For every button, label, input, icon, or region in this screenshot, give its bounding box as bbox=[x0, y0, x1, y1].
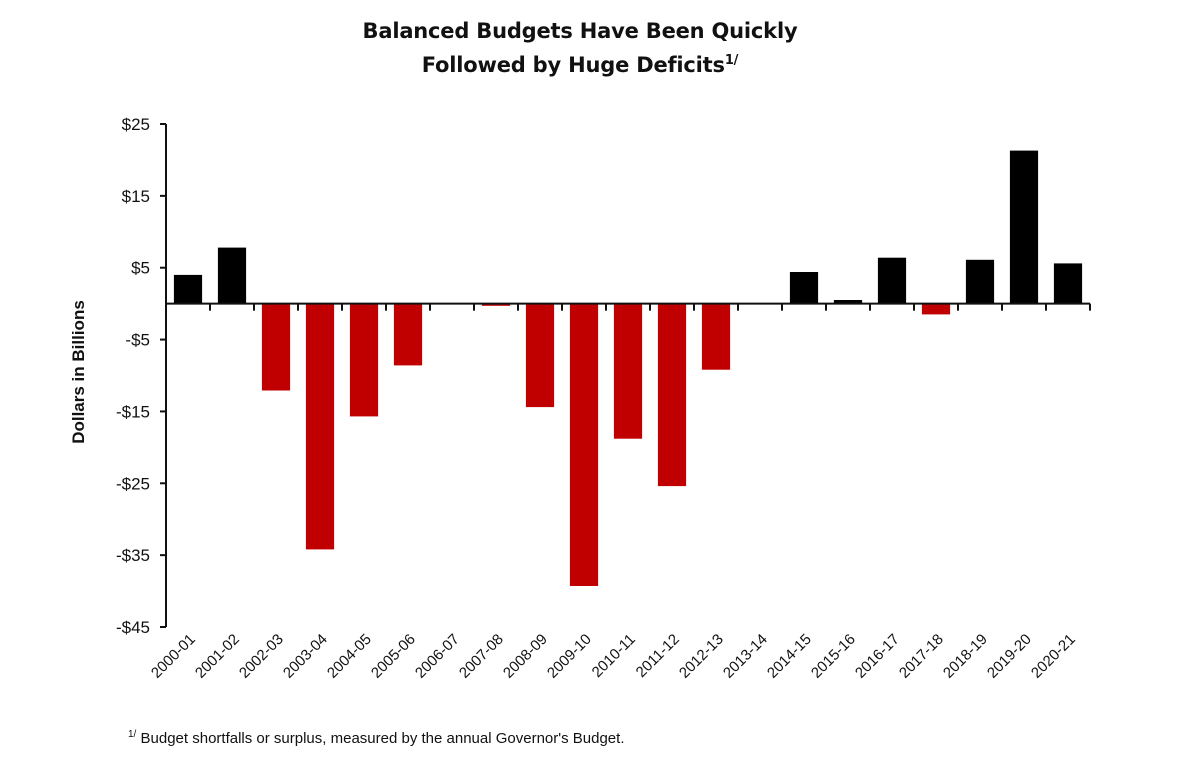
x-tick-label: 2009-10 bbox=[544, 631, 595, 682]
x-tick-label: 2003-04 bbox=[280, 631, 331, 682]
x-tick-label: 2000-01 bbox=[148, 631, 199, 682]
x-tick-label: 2015-16 bbox=[808, 631, 859, 682]
x-tick-label: 2012-13 bbox=[676, 631, 727, 682]
bar-2011-12 bbox=[657, 303, 687, 487]
x-tick-label: 2008-09 bbox=[500, 631, 551, 682]
bar-2016-17 bbox=[877, 257, 907, 304]
x-tick-label: 2014-15 bbox=[764, 631, 815, 682]
x-tick-label: 2001-02 bbox=[192, 631, 243, 682]
footnote-text: Budget shortfalls or surplus, measured b… bbox=[140, 730, 625, 747]
y-tick-label: $15 bbox=[122, 187, 150, 206]
y-tick-label: -$45 bbox=[116, 618, 150, 637]
x-tick-label: 2017-18 bbox=[896, 631, 947, 682]
y-axis-ticks: $25 $15 $5 -$5 -$15 -$25 -$35 -$45 bbox=[116, 115, 166, 637]
x-tick-label: 2005-06 bbox=[368, 631, 419, 682]
chart-title-line-1: Balanced Budgets Have Been Quickly bbox=[362, 19, 798, 43]
x-tick-label: 2004-05 bbox=[324, 631, 375, 682]
bar-2009-10 bbox=[569, 303, 599, 586]
bar-2010-11 bbox=[613, 303, 643, 439]
bar-2015-16 bbox=[833, 300, 863, 304]
y-tick-label: -$25 bbox=[116, 474, 150, 493]
x-tick-label: 2018-19 bbox=[940, 631, 991, 682]
x-tick-label: 2006-07 bbox=[412, 631, 463, 682]
bars-group bbox=[173, 150, 1083, 586]
bar-2004-05 bbox=[349, 303, 379, 417]
bar-2003-04 bbox=[305, 303, 335, 550]
bar-2018-19 bbox=[965, 259, 995, 304]
bar-2014-15 bbox=[789, 272, 819, 304]
y-tick-label: -$15 bbox=[116, 402, 150, 421]
footnote-marker: 1/ bbox=[128, 729, 137, 740]
bar-2020-21 bbox=[1053, 263, 1083, 304]
chart-title-line-2-text: Followed by Huge Deficits bbox=[421, 53, 725, 77]
footnote: 1/ Budget shortfalls or surplus, measure… bbox=[128, 729, 625, 747]
bar-2005-06 bbox=[393, 303, 423, 366]
bar-2019-20 bbox=[1009, 150, 1039, 304]
chart-title-line-2: Followed by Huge Deficits1/ bbox=[0, 46, 1160, 80]
bar-2017-18 bbox=[921, 303, 951, 315]
axes-group bbox=[165, 124, 1090, 627]
x-tick-label: 2011-12 bbox=[633, 631, 683, 681]
chart-title: Balanced Budgets Have Been Quickly Follo… bbox=[0, 16, 1160, 80]
y-tick-label: $25 bbox=[122, 115, 150, 134]
title-footnote-marker: 1/ bbox=[724, 53, 739, 68]
bar-2002-03 bbox=[261, 303, 291, 391]
bar-2000-01 bbox=[173, 274, 203, 304]
x-tick-label: 2007-08 bbox=[456, 631, 507, 682]
bar-2007-08 bbox=[481, 303, 511, 306]
y-tick-label: -$5 bbox=[125, 331, 150, 350]
bar-2012-13 bbox=[701, 303, 731, 370]
x-tick-label: 2016-17 bbox=[852, 631, 903, 682]
bar-2008-09 bbox=[525, 303, 555, 408]
x-tick-label: 2013-14 bbox=[720, 631, 771, 682]
x-tick-label: 2002-03 bbox=[236, 631, 287, 682]
y-tick-label: -$35 bbox=[116, 546, 150, 565]
y-tick-label: $5 bbox=[131, 259, 150, 278]
x-tick-label: 2019-20 bbox=[984, 631, 1035, 682]
x-tick-label: 2010-11 bbox=[589, 631, 639, 681]
y-axis-label: Dollars in Billions bbox=[69, 300, 88, 444]
x-tick-label: 2020-21 bbox=[1028, 631, 1079, 682]
bar-2001-02 bbox=[217, 247, 247, 304]
